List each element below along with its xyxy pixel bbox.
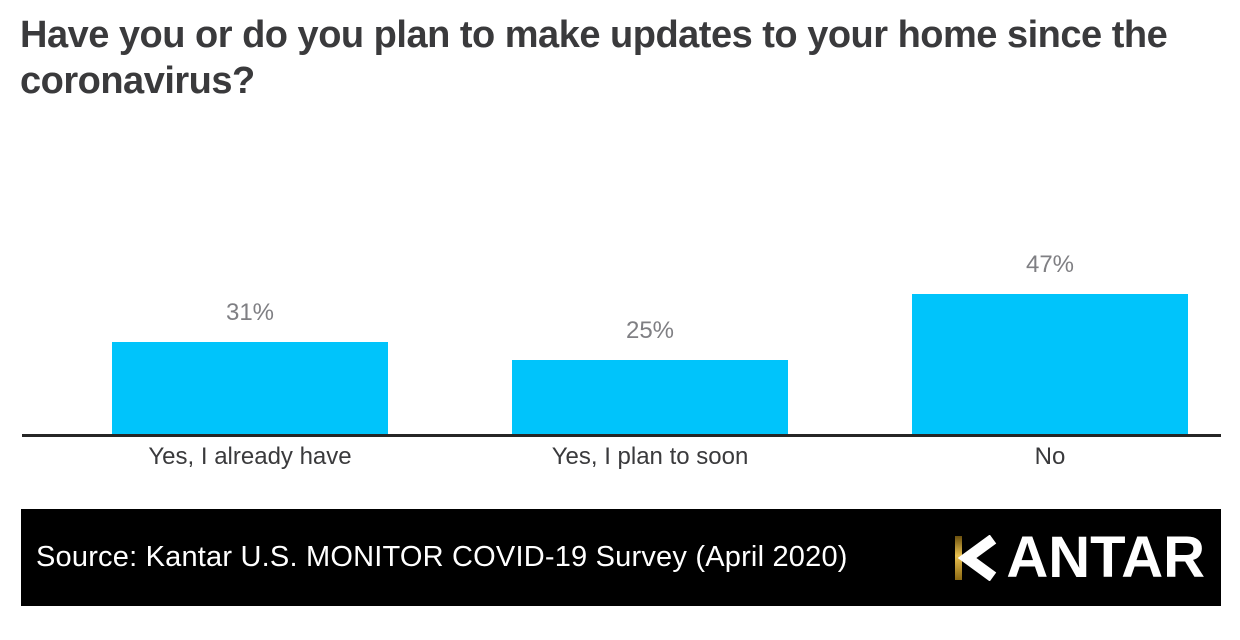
source-text: Source: Kantar U.S. MONITOR COVID-19 Sur… — [36, 541, 848, 573]
category-label: Yes, I plan to soon — [551, 443, 749, 470]
x-axis-line — [22, 434, 1221, 437]
bar-chart-plot-area: 31% 25% 47% — [50, 225, 1240, 435]
bar — [112, 342, 388, 435]
bar-value-label: 47% — [1025, 251, 1075, 278]
bar-group: 47% — [850, 225, 1240, 435]
bar — [512, 360, 788, 435]
x-axis-category-labels: Yes, I already have Yes, I plan to soon No — [50, 443, 1240, 471]
category-label: No — [1034, 443, 1066, 470]
source-banner: Source: Kantar U.S. MONITOR COVID-19 Sur… — [21, 509, 1221, 606]
kantar-logo-k-icon — [955, 534, 997, 581]
kantar-logo: ANTAR — [955, 524, 1205, 590]
chart-title: Have you or do you plan to make updates … — [20, 14, 1168, 102]
bar-group: 31% — [50, 225, 450, 435]
kantar-logo-text: ANTAR — [1006, 524, 1205, 590]
category-label: Yes, I already have — [148, 443, 352, 470]
bar-value-label: 25% — [625, 317, 675, 344]
bar-group: 25% — [450, 225, 850, 435]
bar-value-label: 31% — [225, 299, 275, 326]
bar — [912, 294, 1188, 435]
